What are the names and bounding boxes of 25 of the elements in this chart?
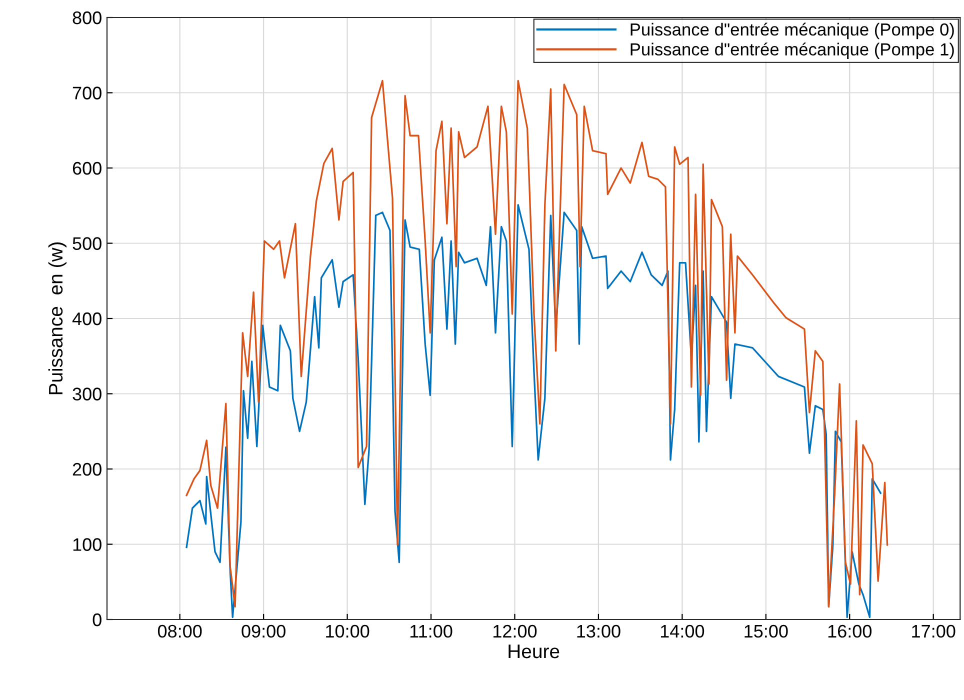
y-tick-label: 0 — [92, 613, 102, 626]
legend-label: Puissance d"entrée mécanique (Pompe 0) — [630, 22, 954, 40]
x-tick-label: 16:00 — [828, 624, 872, 638]
y-tick-label: 400 — [72, 312, 102, 326]
legend-label: Puissance d"entrée mécanique (Pompe 1) — [630, 42, 954, 59]
x-tick-label: 13:00 — [577, 624, 620, 638]
y-tick-label: 600 — [72, 162, 102, 175]
x-axis-title: Heure — [508, 644, 560, 658]
x-tick-label: 08:00 — [158, 624, 202, 638]
y-tick-label: 100 — [73, 538, 102, 551]
y-tick-label: 500 — [72, 237, 102, 250]
y-tick-label: 200 — [72, 462, 102, 476]
y-tick-label: 700 — [72, 86, 102, 100]
x-tick-label: 12:00 — [494, 624, 537, 638]
x-tick-label: 15:00 — [744, 624, 788, 638]
x-tick-label: 10:00 — [326, 624, 370, 638]
x-tick-label: 11:00 — [410, 624, 452, 638]
line-series — [186, 80, 888, 608]
x-tick-label: 14:00 — [660, 624, 704, 638]
x-tick-label: 17:00 — [912, 624, 956, 638]
line-series — [186, 204, 882, 618]
y-tick-label: 300 — [72, 388, 102, 400]
x-tick-label: 09:00 — [242, 624, 286, 638]
y-axis-title: Puissance en (w) — [48, 242, 66, 394]
y-tick-label: 800 — [72, 11, 102, 24]
